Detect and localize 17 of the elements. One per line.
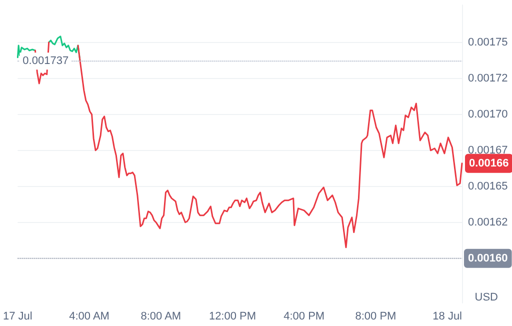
y-tick-label: 0.00175 [468,36,508,48]
y-tick-label: 0.00165 [468,180,508,192]
x-tick-label: 17 Jul [2,310,32,322]
x-tick-label: 8:00 PM [355,310,396,322]
ref-line-label: 0.001737 [22,55,69,68]
y-tick-label: 0.00170 [468,108,508,120]
text: 0.00166 [469,157,509,170]
x-tick-label: 8:00 AM [140,310,182,322]
x-tick-label: 18 Jul [432,310,462,322]
y-tick-label: 0.00172 [468,72,508,84]
y-tick-label: 0.00167 [468,144,508,156]
x-tick-label: 12:00 PM [208,310,256,322]
ref-line-label: 0.00160 [468,252,508,264]
x-tick-label: 4:00 PM [284,310,325,322]
y-axis-title: USD [474,292,498,304]
x-tick-label: 4:00 AM [69,310,110,322]
y-tick-label: 0.00162 [468,216,508,228]
